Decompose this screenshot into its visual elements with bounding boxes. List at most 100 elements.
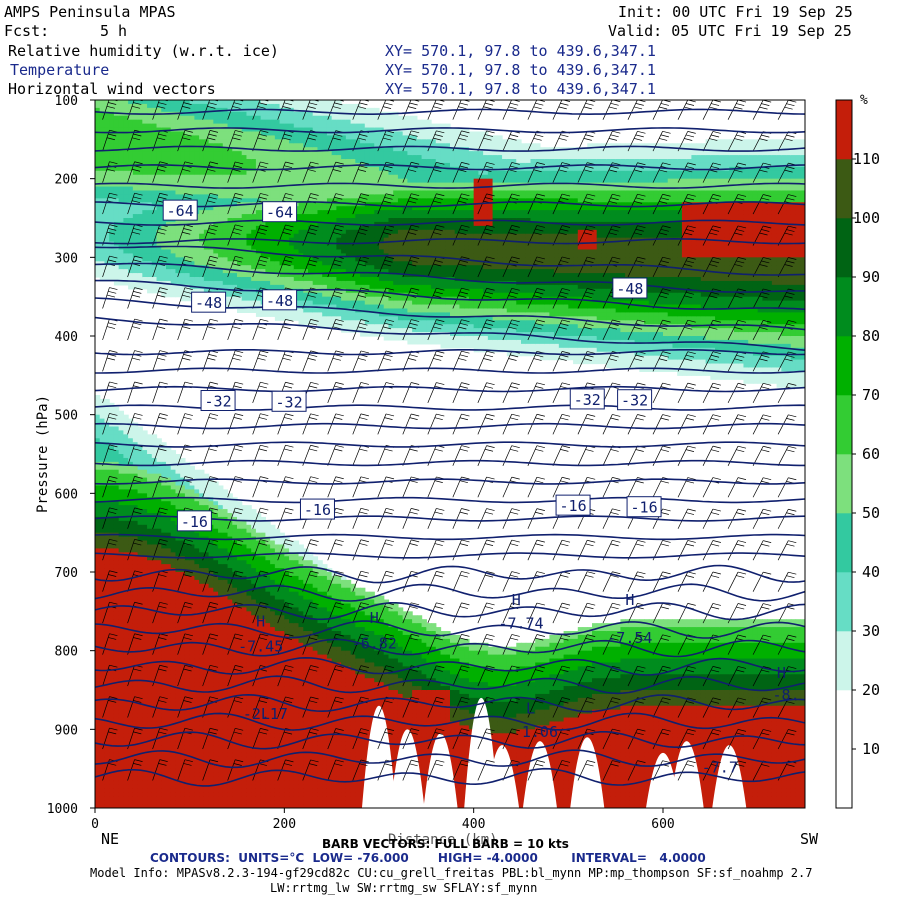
y-axis-label: Pressure (hPa) <box>35 395 51 513</box>
isotherm <box>95 127 805 134</box>
y-tick-label: 900 <box>55 723 78 738</box>
contour-label: -48 <box>612 277 648 299</box>
isotherm <box>95 712 805 731</box>
isotherm <box>95 638 805 658</box>
extremum-label: -7.74 <box>498 615 543 633</box>
model-info: Model Info: MPASv8.2.3-194-gf29cd82c CU:… <box>90 866 813 880</box>
contour-label: -16 <box>626 496 662 518</box>
terrain-spike <box>423 733 458 808</box>
y-tick-label: 500 <box>55 409 78 424</box>
colorbar-swatch <box>836 336 852 396</box>
field-name-temp: Temperature <box>10 61 110 79</box>
extremum-label: 1.06 <box>522 723 558 741</box>
isotherm <box>95 602 805 621</box>
isotherm <box>95 620 805 639</box>
colorbar-label: 40 <box>862 563 880 581</box>
colorbar-label: 10 <box>862 740 880 758</box>
field-name-rh: Relative humidity (w.r.t. ice) <box>8 42 279 60</box>
init-time: Init: 00 UTC Fri 19 Sep 25 <box>618 3 853 21</box>
isotherm <box>95 201 805 208</box>
isotherm <box>95 262 805 293</box>
x-tick-label: 200 <box>273 817 296 832</box>
barb-legend: BARB VECTORS: FULL BARB = 10 kts <box>322 837 569 851</box>
isotherm <box>95 496 805 504</box>
contour-label: -64 <box>262 201 298 223</box>
chart-title: AMPS Peninsula MPAS <box>4 3 176 21</box>
extremum-label: -8. <box>773 686 800 704</box>
isotherm <box>95 515 805 522</box>
extremum-label: -6.82 <box>352 634 397 652</box>
contour-labels: -64 -64 -48 -48 -48 -32 -32 -32 -32 -16 -16 -16 -16 H… <box>162 199 800 777</box>
contour-label: -32 <box>617 389 653 411</box>
model-info-2: LW:rrtmg_lw SW:rrtmg_sw SFLAY:sf_mynn <box>270 881 538 895</box>
isotherm <box>95 385 805 393</box>
y-tick-label: 800 <box>55 645 78 660</box>
left-end-label: NE <box>101 830 120 848</box>
extremum-label: H <box>625 591 634 609</box>
y-tick-label: 700 <box>55 566 78 581</box>
colorbar-swatch <box>836 159 852 219</box>
x-tick-label: 0 <box>91 817 99 832</box>
contour-label: -16 <box>555 494 591 516</box>
y-tick-label: 400 <box>55 330 78 345</box>
isotherm <box>95 656 805 676</box>
colorbar-label: 60 <box>862 445 880 463</box>
isotherm <box>95 145 805 152</box>
field-xy-temp: XY= 570.1, 97.8 to 439.6,347.1 <box>385 61 656 79</box>
isotherm <box>95 767 805 787</box>
terrain-spike <box>522 741 557 808</box>
terrain-spike <box>485 745 520 808</box>
colorbar-unit: % <box>860 93 868 108</box>
contour-label: -16 <box>176 510 212 532</box>
colorbar: 10 20 30 40 50 60 70 80 90 100 110% <box>835 93 880 809</box>
y-tick-label: 200 <box>55 173 78 188</box>
terrain-spike <box>570 737 605 808</box>
x-tick-label: 600 <box>651 817 674 832</box>
isotherm <box>95 316 805 351</box>
isotherm <box>95 279 805 311</box>
contour-label: -16 <box>299 498 335 520</box>
colorbar-swatch <box>836 690 852 750</box>
colorbar-swatch <box>836 100 852 160</box>
colorbar-swatch <box>836 454 852 514</box>
isotherm <box>95 749 805 769</box>
isotherm <box>95 583 805 602</box>
isotherm <box>95 245 805 276</box>
colorbar-swatch <box>836 749 852 809</box>
colorbar-swatch <box>836 631 852 691</box>
colorbar-swatch <box>836 513 852 573</box>
colorbar-label: 20 <box>862 681 880 699</box>
x-axis-label: Distance (km) <box>388 832 498 848</box>
x-tick-label: 400 <box>462 817 485 832</box>
isotherm <box>95 731 805 750</box>
extremum-label: H <box>256 612 265 630</box>
colorbar-label: 110 <box>853 150 880 168</box>
field-xy-rh: XY= 570.1, 97.8 to 439.6,347.1 <box>385 42 656 60</box>
isotherm <box>95 219 805 226</box>
isotherm <box>95 675 805 695</box>
colorbar-swatch <box>836 218 852 278</box>
colorbar-label: 80 <box>862 327 880 345</box>
y-tick-label: 100 <box>55 94 78 109</box>
right-end-label: SW <box>800 830 819 848</box>
colorbar-label: 50 <box>862 504 880 522</box>
colorbar-label: 90 <box>862 268 880 286</box>
valid-time: Valid: 05 UTC Fri 19 Sep 25 <box>608 22 852 40</box>
extremum-label: -7.54 <box>607 629 652 647</box>
extremum-label: L <box>261 705 270 723</box>
extremum-label: -7.45 <box>238 637 283 655</box>
isotherm <box>95 182 805 189</box>
terrain-spike <box>361 705 397 808</box>
colorbar-label: 30 <box>862 622 880 640</box>
isotherm <box>95 164 805 171</box>
colorbar-swatch <box>836 395 852 455</box>
extremum-label: H <box>512 591 521 609</box>
isotherm <box>95 367 805 374</box>
contour-label: -48 <box>191 291 227 313</box>
isotherm <box>95 533 805 541</box>
contour-label: -32 <box>200 390 236 412</box>
isotherm <box>95 459 805 467</box>
colorbar-label: 100 <box>853 209 880 227</box>
isotherm <box>95 422 805 430</box>
